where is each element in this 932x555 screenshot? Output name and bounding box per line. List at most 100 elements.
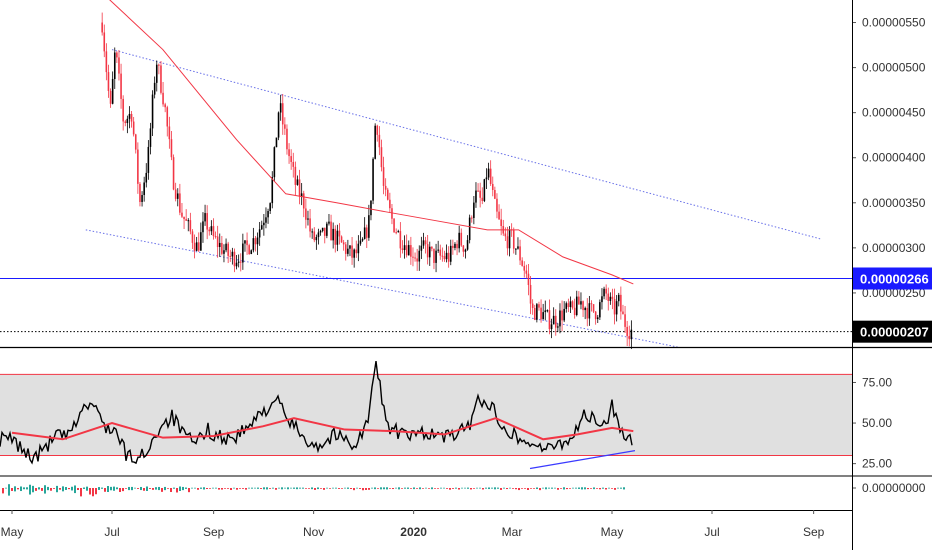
histogram-bar xyxy=(560,488,562,489)
candle-body xyxy=(256,237,259,245)
candle-body xyxy=(225,243,227,251)
candle-body xyxy=(500,219,502,227)
candle-body xyxy=(470,217,473,219)
histogram-bar xyxy=(593,487,595,490)
candle-body xyxy=(592,304,595,312)
candle-body xyxy=(302,193,305,209)
histogram-bar xyxy=(398,487,400,490)
candle-body xyxy=(424,240,427,245)
candle-body xyxy=(105,51,108,73)
histogram-bar xyxy=(620,487,622,489)
candle-body xyxy=(254,238,257,245)
candle-body xyxy=(269,203,271,212)
candle-body xyxy=(315,237,318,241)
histogram-bar xyxy=(509,487,511,489)
histogram-bar xyxy=(401,488,403,489)
candle-body xyxy=(403,245,406,251)
candle-body xyxy=(284,124,286,129)
candle-body xyxy=(426,244,429,258)
price-axis-label: 0.00000300 xyxy=(862,241,926,255)
histogram-bar xyxy=(260,488,262,489)
candle-body xyxy=(525,270,528,274)
histogram-bar xyxy=(458,488,460,490)
histogram-bar xyxy=(14,486,16,492)
candle-body xyxy=(239,261,242,263)
histogram-bar xyxy=(578,487,580,489)
candle-body xyxy=(151,94,154,129)
candle-body xyxy=(441,255,444,257)
candle-body xyxy=(357,243,360,254)
candle-body xyxy=(622,311,624,315)
candle-body xyxy=(544,310,547,313)
candle-body xyxy=(376,125,379,135)
candle-body xyxy=(368,215,370,238)
histogram-bar xyxy=(167,488,169,489)
candle-body xyxy=(116,52,118,58)
candle-body xyxy=(361,238,364,241)
candle-body xyxy=(433,248,435,263)
histogram-bar xyxy=(329,488,331,489)
candle-body xyxy=(533,308,536,320)
histogram-bar xyxy=(473,488,475,489)
candle-body xyxy=(286,128,288,150)
candle-body xyxy=(416,258,418,262)
histogram-bar xyxy=(587,488,589,490)
histogram-bar xyxy=(452,488,454,489)
candle-body xyxy=(447,252,450,262)
histogram-bar xyxy=(311,487,313,490)
candle-body xyxy=(565,303,568,309)
candle-body xyxy=(342,242,345,245)
histogram-bar xyxy=(23,487,25,490)
histogram-bar xyxy=(290,487,292,489)
candle-body xyxy=(527,273,530,285)
candle-body xyxy=(298,179,301,197)
histogram-bar xyxy=(62,486,64,492)
histogram-bar xyxy=(173,487,175,489)
histogram-bar xyxy=(89,488,91,495)
candle-body xyxy=(399,231,402,249)
candle-body xyxy=(132,121,135,135)
oscillator-axis-label: 25.00 xyxy=(862,457,892,471)
candle-body xyxy=(271,177,274,204)
histogram-bar xyxy=(17,488,19,490)
candle-body xyxy=(531,303,534,309)
histogram-bar xyxy=(188,488,190,493)
histogram-bar xyxy=(392,488,394,490)
histogram-bar xyxy=(476,487,478,489)
candle-body xyxy=(573,307,576,315)
candle-body xyxy=(155,64,158,83)
candle-body xyxy=(179,193,181,213)
candle-body xyxy=(204,213,206,222)
candle-body xyxy=(481,197,484,201)
candle-body xyxy=(319,230,322,233)
candle-body xyxy=(120,73,122,99)
candle-body xyxy=(305,208,307,220)
histogram-bar xyxy=(287,487,289,490)
histogram-bar xyxy=(296,487,298,490)
histogram-bar xyxy=(374,487,376,490)
candle-body xyxy=(197,242,200,251)
histogram-bar xyxy=(236,488,238,490)
candle-body xyxy=(473,202,475,218)
time-axis-label: Mar xyxy=(502,525,523,539)
candle-body xyxy=(407,245,410,256)
candle-body xyxy=(567,303,570,308)
candle-body xyxy=(523,265,526,271)
histogram-bar xyxy=(140,486,142,491)
candle-body xyxy=(101,22,103,33)
histogram-bar xyxy=(386,487,388,490)
histogram-bar xyxy=(242,488,244,489)
candle-body xyxy=(439,249,442,256)
candle-body xyxy=(189,220,192,232)
histogram-bar xyxy=(575,487,577,489)
time-axis-label: May xyxy=(1,525,24,539)
candle-body xyxy=(504,233,507,237)
candle-body xyxy=(126,118,129,124)
candle-body xyxy=(590,303,593,305)
candle-body xyxy=(338,230,341,237)
price-axis-label: 0.00000550 xyxy=(862,16,926,30)
candle-body xyxy=(588,303,591,319)
histogram-bar xyxy=(479,487,481,489)
histogram-bar xyxy=(527,488,529,490)
candle-body xyxy=(307,218,309,220)
